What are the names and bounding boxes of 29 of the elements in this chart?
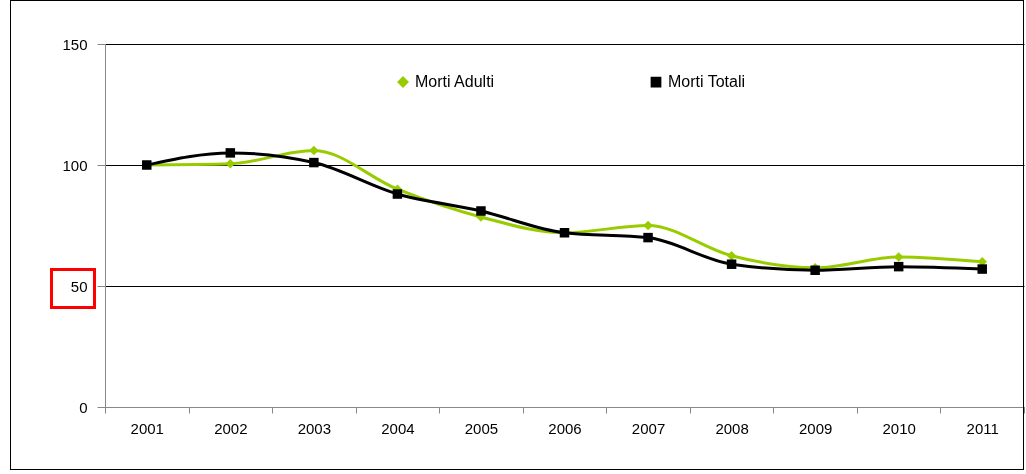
x-tick-label: 2011 — [966, 419, 999, 437]
point — [977, 264, 987, 274]
point — [309, 157, 319, 168]
x-tick-label: 2008 — [715, 419, 749, 437]
y-tick-label: 100 — [62, 156, 88, 174]
x-tick-label: 2007 — [631, 419, 666, 437]
legend-label: Morti Totali — [668, 73, 746, 91]
x-tick-label: 2006 — [548, 419, 582, 437]
point — [643, 220, 653, 231]
x-tick-label: 2004 — [381, 419, 415, 437]
point — [225, 159, 236, 169]
point — [726, 259, 737, 269]
y-tick-label: 150 — [62, 35, 88, 53]
point — [392, 189, 403, 199]
point — [893, 261, 904, 272]
point — [225, 148, 236, 158]
legend-label: Morti Adulti — [415, 73, 495, 91]
y-tick-label: 0 — [79, 398, 88, 416]
point — [726, 251, 737, 261]
x-tick-label: 2002 — [214, 419, 248, 437]
point — [476, 206, 486, 216]
point — [643, 232, 653, 243]
y-tick-label: 50 — [70, 277, 88, 295]
x-tick-label: 2005 — [464, 419, 499, 437]
x-tick-label: 2001 — [130, 419, 164, 437]
x-tick-label: 2010 — [882, 419, 916, 437]
x-tick-label: 2009 — [798, 419, 833, 437]
point — [309, 145, 319, 156]
x-tick-label: 2003 — [297, 419, 332, 437]
